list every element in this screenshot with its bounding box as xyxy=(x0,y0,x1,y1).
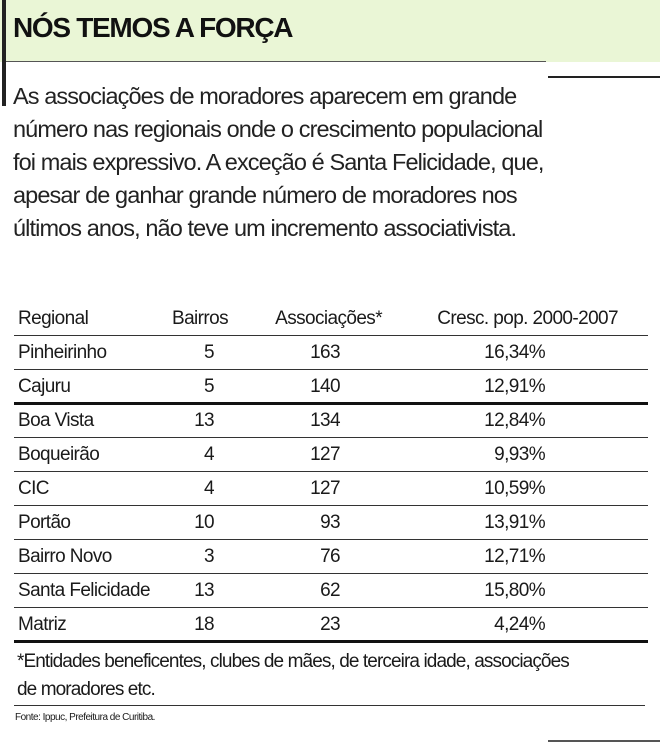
title-band xyxy=(0,0,660,62)
row-divider xyxy=(14,640,648,643)
cell-associacoes: 140 xyxy=(310,376,341,397)
cell-regional: Santa Felicidade xyxy=(18,580,151,601)
cell-regional: Boqueirão xyxy=(18,444,100,465)
footnote-line: de moradores etc. xyxy=(17,679,156,700)
table-row: Boa Vista 13 134 12,84% xyxy=(14,403,648,437)
cell-associacoes: 163 xyxy=(310,342,341,363)
cell-cresc-pop: 10,59% xyxy=(484,478,545,499)
intro-line: últimos anos, não teve um incremento ass… xyxy=(13,215,517,241)
footnote: *Entidades beneficentes, clubes de mães,… xyxy=(17,648,570,704)
cell-bairros: 5 xyxy=(204,342,215,363)
row-divider xyxy=(14,573,648,574)
source-credit: Fonte: Ippuc, Prefeitura de Curitiba. xyxy=(15,712,155,723)
cell-regional: Pinheirinho xyxy=(18,342,107,363)
table-header: Regional Bairros Associações* Cresc. pop… xyxy=(14,301,648,335)
divider xyxy=(14,705,645,706)
cell-bairros: 10 xyxy=(194,512,215,533)
intro-paragraph: As associações de moradores aparecem em … xyxy=(13,80,653,245)
table-row: Bairro Novo 3 76 12,71% xyxy=(14,539,648,573)
header-bairros: Bairros xyxy=(172,308,229,329)
row-divider xyxy=(14,402,648,405)
cell-cresc-pop: 15,80% xyxy=(484,580,545,601)
row-divider xyxy=(14,471,648,472)
cell-cresc-pop: 12,84% xyxy=(484,410,545,431)
table-row: Portão 10 93 13,91% xyxy=(14,505,648,539)
header-regional: Regional xyxy=(18,308,89,329)
divider xyxy=(548,76,660,78)
divider xyxy=(548,740,660,742)
cell-bairros: 13 xyxy=(194,410,215,431)
row-divider xyxy=(14,505,648,506)
header-associacoes: Associações* xyxy=(275,308,382,329)
accent-bar xyxy=(2,0,6,106)
intro-line: As associações de moradores aparecem em … xyxy=(13,83,517,109)
row-divider xyxy=(14,369,648,370)
cell-associacoes: 62 xyxy=(320,580,341,601)
cell-cresc-pop: 13,91% xyxy=(484,512,545,533)
cell-regional: Matriz xyxy=(18,614,67,635)
table-row: Pinheirinho 5 163 16,34% xyxy=(14,335,648,369)
cell-bairros: 3 xyxy=(204,546,215,567)
table-row: Cajuru 5 140 12,91% xyxy=(14,369,648,403)
cell-bairros: 13 xyxy=(194,580,215,601)
divider xyxy=(6,61,546,62)
cell-bairros: 5 xyxy=(204,376,215,397)
table-row: Santa Felicidade 13 62 15,80% xyxy=(14,573,648,607)
row-divider xyxy=(14,437,648,438)
cell-bairros: 4 xyxy=(204,478,215,499)
cell-regional: Bairro Novo xyxy=(18,546,112,567)
cell-regional: Cajuru xyxy=(18,376,71,397)
cell-cresc-pop: 9,93% xyxy=(494,444,545,465)
intro-line: apesar de ganhar grande número de morado… xyxy=(13,182,518,208)
cell-cresc-pop: 12,91% xyxy=(484,376,545,397)
row-divider xyxy=(14,335,648,336)
cell-associacoes: 23 xyxy=(320,614,341,635)
table-row: Matriz 18 23 4,24% xyxy=(14,607,648,641)
cell-bairros: 4 xyxy=(204,444,215,465)
cell-associacoes: 76 xyxy=(320,546,341,567)
cell-cresc-pop: 16,34% xyxy=(484,342,545,363)
intro-line: número nas regionais onde o crescimento … xyxy=(13,116,543,142)
header-cresc-pop: Cresc. pop. 2000-2007 xyxy=(437,308,618,329)
cell-regional: CIC xyxy=(18,478,50,499)
cell-regional: Boa Vista xyxy=(18,410,94,431)
cell-cresc-pop: 4,24% xyxy=(494,614,545,635)
cell-cresc-pop: 12,71% xyxy=(484,546,545,567)
cell-associacoes: 134 xyxy=(310,410,341,431)
table-row: Boqueirão 4 127 9,93% xyxy=(14,437,648,471)
cell-bairros: 18 xyxy=(194,614,215,635)
footnote-line: *Entidades beneficentes, clubes de mães,… xyxy=(17,651,570,672)
intro-line: foi mais expressivo. A exceção é Santa F… xyxy=(13,149,544,175)
table-row: CIC 4 127 10,59% xyxy=(14,471,648,505)
cell-associacoes: 127 xyxy=(310,444,341,465)
row-divider xyxy=(14,539,648,540)
cell-regional: Portão xyxy=(18,512,71,533)
page-title: NÓS TEMOS A FORÇA xyxy=(13,12,293,43)
cell-associacoes: 93 xyxy=(320,512,341,533)
cell-associacoes: 127 xyxy=(310,478,341,499)
row-divider xyxy=(14,607,648,608)
